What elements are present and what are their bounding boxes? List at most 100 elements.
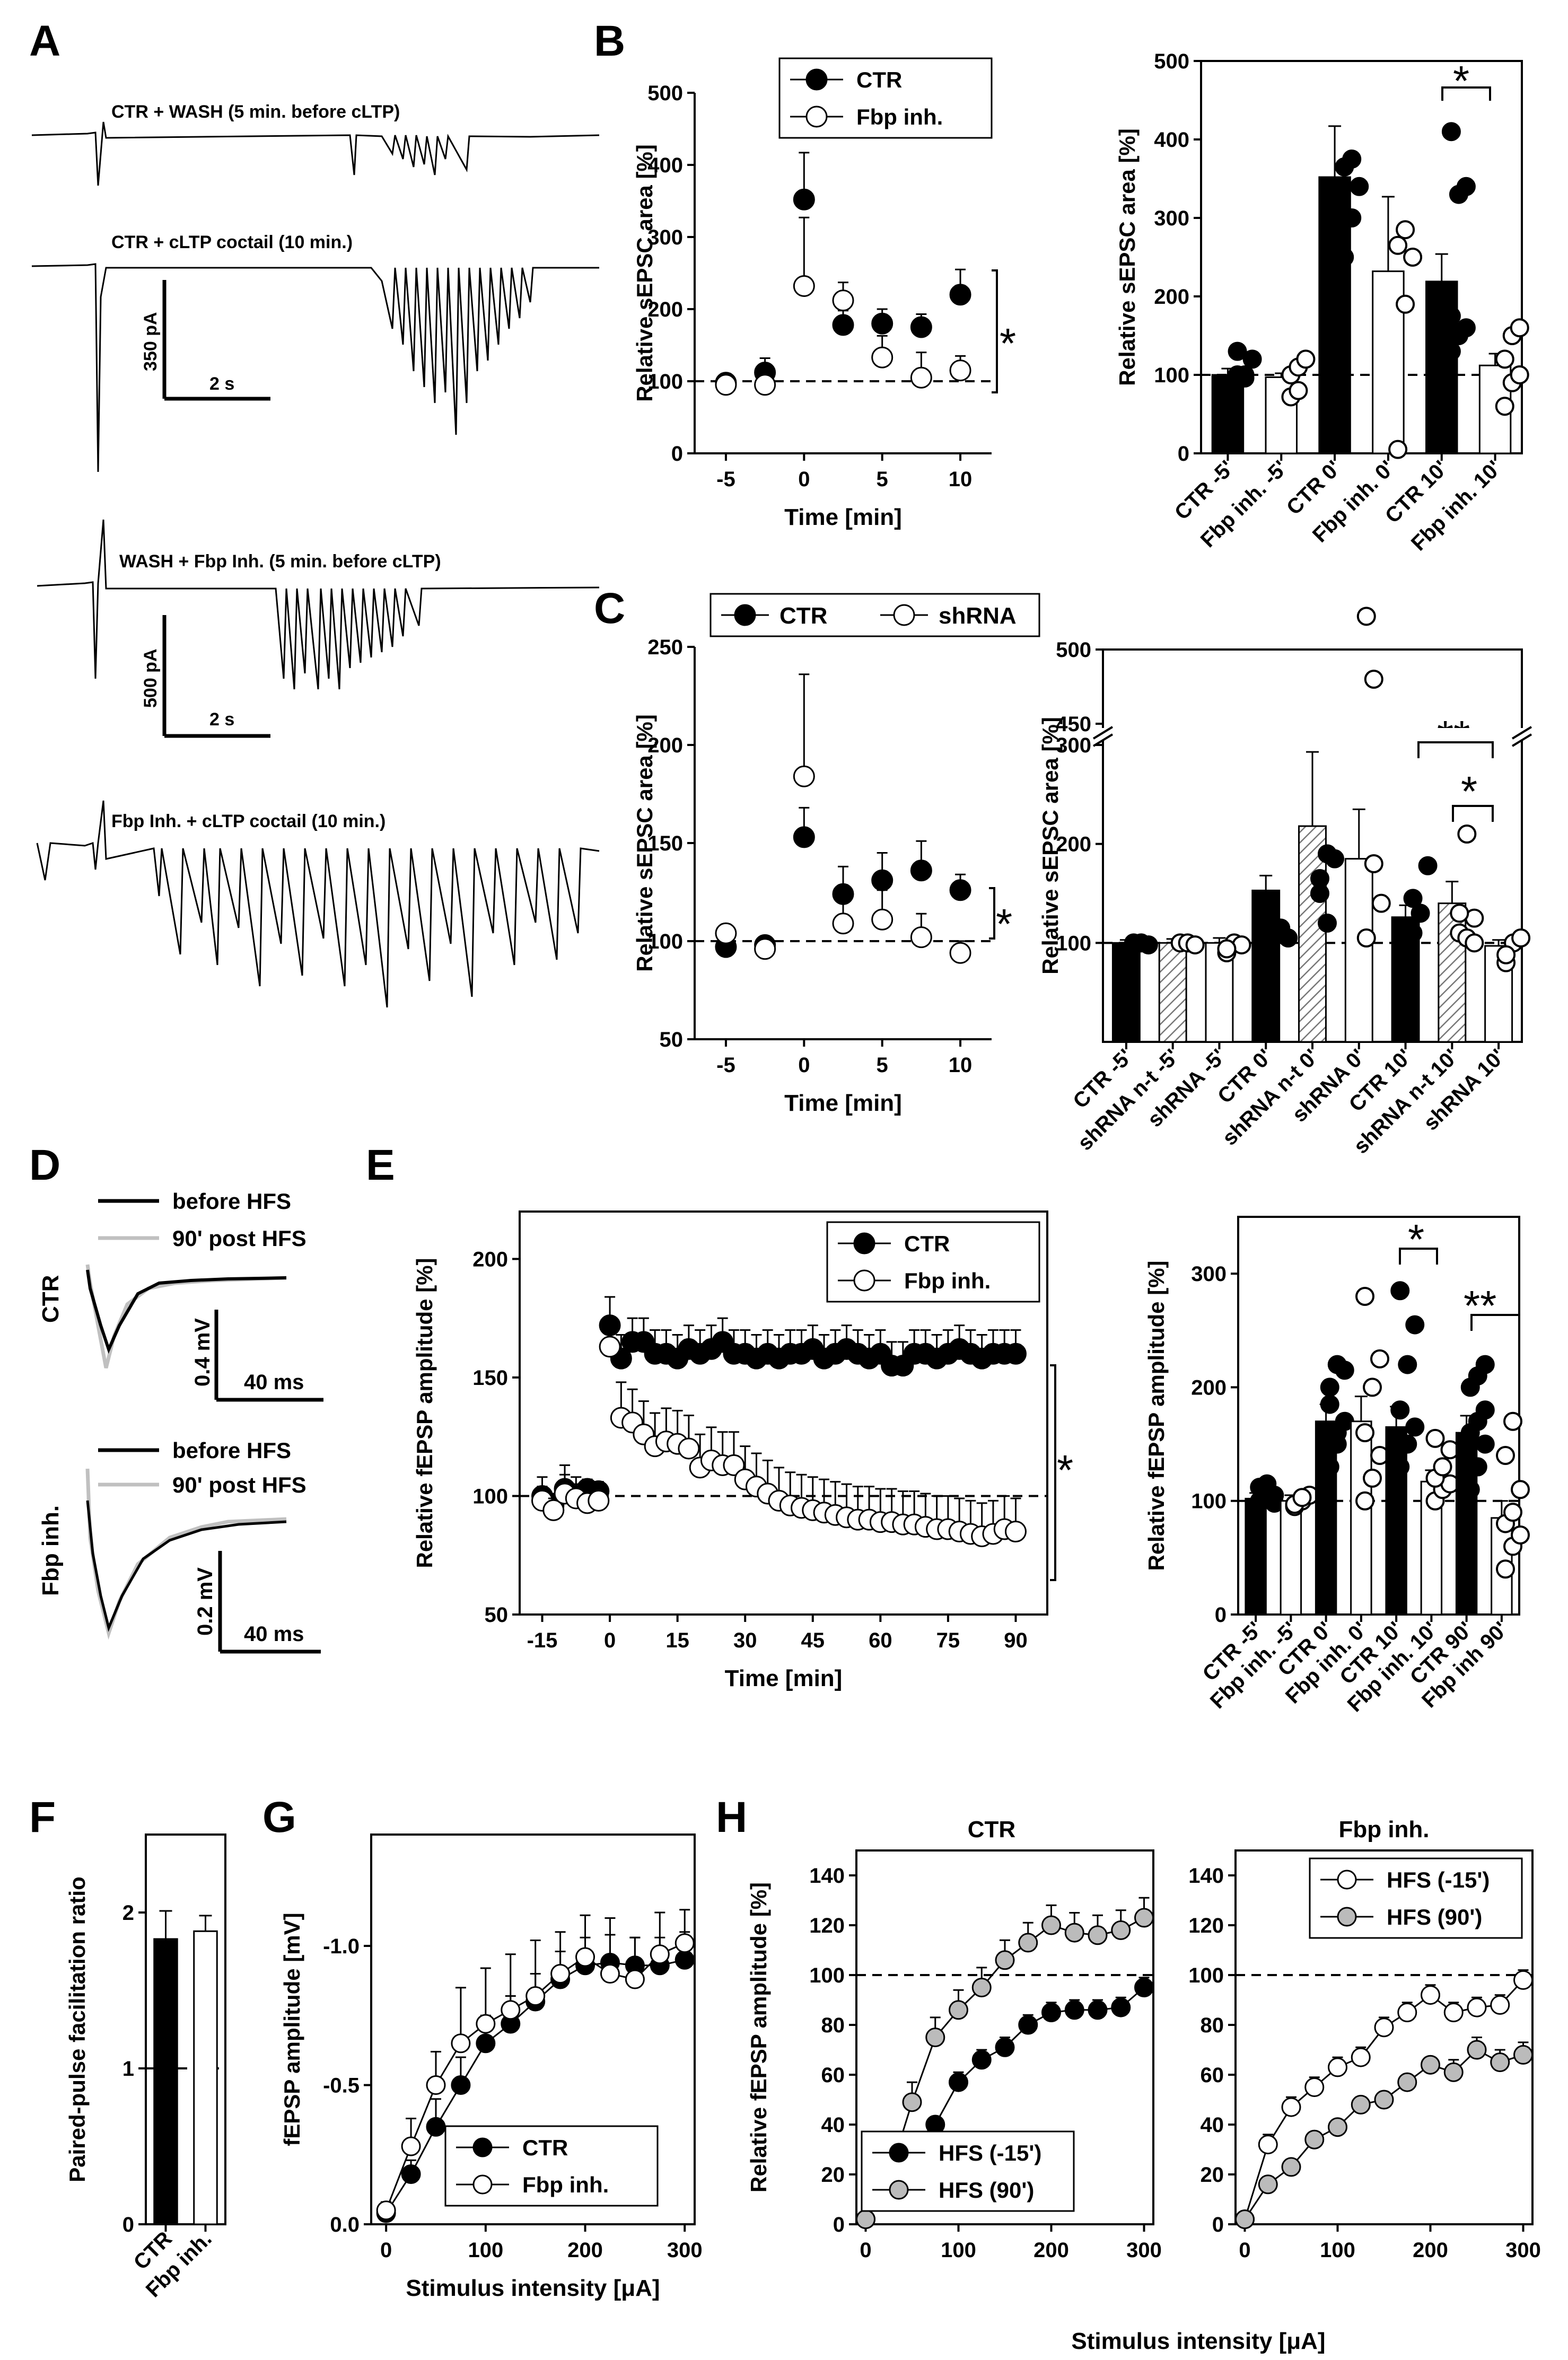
G-xtick-label: 300 [667, 2239, 703, 2262]
C-left-legend-label: CTR [779, 603, 827, 629]
C-left-point-ctr [910, 859, 932, 882]
H-left-legend-label: HFS (-15') [939, 2140, 1041, 2165]
trace-d2-before [86, 1500, 287, 1632]
E-right-ytick-label: 300 [1191, 1262, 1227, 1286]
H-left-ytick-label: 20 [821, 2163, 845, 2187]
H-left-point-hfs-15- [1041, 2003, 1061, 2022]
h-shared-xlabel: Stimulus intensity [μA] [1071, 2328, 1325, 2354]
E-left-legend-label: CTR [904, 1231, 950, 1256]
H-left-ytick-label: 80 [821, 2014, 845, 2037]
E-right-individual-point [1363, 1378, 1382, 1397]
C-right-individual-point [1465, 933, 1484, 953]
E-left-xtick-label: 15 [665, 1629, 689, 1652]
C-right-ytick-label: 450 [1056, 713, 1091, 736]
C-left-point-ctr [871, 869, 894, 891]
G-ytick-label: -1.0 [323, 1935, 360, 1958]
G-point-fbp-inh- [550, 1964, 571, 1984]
G-legend-marker [472, 2174, 493, 2195]
C-right-individual-point [1124, 934, 1143, 954]
B-right-frame [1200, 60, 1523, 454]
B-right-individual-point [1388, 440, 1408, 459]
H-right-frame [1234, 1849, 1534, 2225]
H-right-point-hfs-90- [1304, 2129, 1325, 2150]
trace-a1 [31, 121, 600, 186]
H-right-point-hfs-90- [1467, 2040, 1487, 2060]
B-right-individual-point [1456, 177, 1476, 196]
scalebar-a1-current: 350 pA [141, 312, 161, 372]
E-left-ytick-label: 50 [485, 1603, 509, 1627]
H-left-ytick-label: 40 [821, 2113, 845, 2137]
C-right-ytick-label: 200 [1056, 833, 1091, 856]
C-right-individual-point [1411, 903, 1430, 923]
E-right-individual-point [1320, 1457, 1339, 1477]
panel-d: before HFS 90' post HFS CTR 0.4 mV 40 ms… [38, 1189, 323, 1654]
B-left-xtick-label: -5 [716, 468, 735, 491]
H-left-point-hfs-90- [902, 2092, 922, 2112]
panel-letter-c: C [594, 584, 625, 633]
H-right-point-hfs-15- [1421, 1985, 1440, 2005]
H-right-ytick-label: 120 [1188, 1914, 1224, 1937]
C-left-point-shrna [832, 913, 854, 935]
E-left-xtick-label: 45 [801, 1629, 825, 1652]
H-right-ytick-label: 40 [1201, 2113, 1224, 2137]
H-right-ytick-label: 80 [1201, 2014, 1224, 2037]
C-left-point-shrna [910, 926, 932, 949]
H-right-point-hfs-15- [1351, 2047, 1371, 2067]
B-left-point-fbp-inh- [793, 275, 815, 297]
H-left-point-hfs-90- [971, 1978, 992, 1997]
E-right-individual-point [1405, 1417, 1425, 1437]
E-right-individual-point [1468, 1457, 1487, 1477]
E-right-bar [1315, 1420, 1337, 1616]
panel-letter-e: E [366, 1141, 395, 1189]
C-right-individual-point [1496, 945, 1516, 964]
E-right-individual-point [1496, 1559, 1516, 1579]
H-right-point-hfs-15- [1374, 2017, 1394, 2038]
C-right-bar [1111, 942, 1141, 1043]
B-right-individual-point [1396, 294, 1415, 314]
E-left-legend-marker [853, 1232, 875, 1254]
F-ytick-label: 0 [122, 2213, 134, 2236]
G-legend-marker [472, 2137, 493, 2157]
B-right-ytick-label: 400 [1154, 128, 1189, 152]
H-right-xtick-label: 0 [1239, 2239, 1250, 2262]
H-left-ylabel: Relative fEPSP amplitude [%] [746, 1882, 771, 2192]
C-right-individual-point [1450, 903, 1469, 923]
C-right-axis-break-mask [1092, 728, 1532, 741]
E-right-individual-point [1475, 1434, 1495, 1454]
panel-letter-d: D [29, 1141, 60, 1189]
H-left-xtick-label: 200 [1033, 2239, 1069, 2262]
panel-letter-a: A [29, 17, 60, 65]
B-right-ytick-label: 0 [1178, 442, 1189, 466]
G-point-fbp-inh- [625, 1969, 645, 1989]
E-left-ytick-label: 200 [472, 1248, 508, 1271]
scalebar-d1-time: 40 ms [244, 1371, 304, 1394]
H-left-point-hfs-90- [949, 2000, 968, 2020]
H-left-point-hfs-15- [1064, 2000, 1084, 2020]
G-point-ctr [476, 2033, 496, 2054]
H-left-point-hfs-15- [1018, 2015, 1038, 2035]
E-right-bar [1245, 1497, 1267, 1616]
H-left-legend-label: HFS (90') [939, 2178, 1034, 2203]
H-left-point-hfs-15- [1111, 1997, 1131, 2017]
C-left-ytick-label: 50 [660, 1028, 684, 1051]
E-right-individual-point [1503, 1503, 1523, 1522]
C-right-individual-point [1318, 914, 1337, 933]
trace-a3 [37, 519, 600, 690]
B-right-individual-point [1403, 248, 1423, 267]
C-left-xtick-label: 10 [949, 1054, 973, 1077]
C-right-ytick-label: 100 [1056, 932, 1091, 955]
B-left-point-fbp-inh- [715, 374, 737, 396]
C-right-individual-point [1403, 889, 1423, 908]
B-right-individual-point [1441, 306, 1461, 326]
H-left-ytick-label: 120 [809, 1914, 845, 1937]
H-left-point-hfs-90- [995, 1950, 1015, 1970]
B-left-ytick-label: 100 [647, 370, 683, 393]
sig-e-right-1: * [1408, 1216, 1424, 1263]
E-left-point-fbp-inh- [542, 1499, 565, 1521]
G-point-fbp-inh- [426, 2075, 446, 2095]
H-left-ytick-label: 60 [821, 2064, 845, 2087]
E-left-xtick-label: 60 [869, 1629, 892, 1652]
H-right-xtick-label: 100 [1320, 2239, 1355, 2262]
C-left-ylabel: Relative sEPSC area [%] [632, 714, 657, 972]
